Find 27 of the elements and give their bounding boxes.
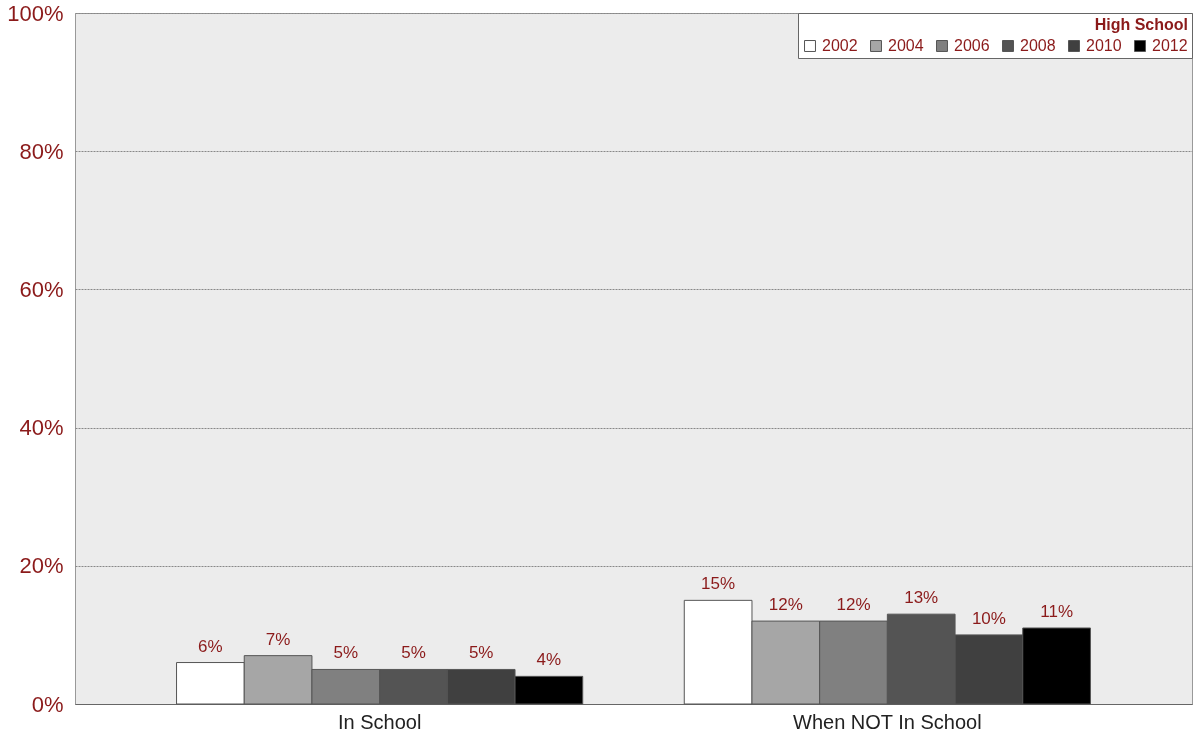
data-label: 5% bbox=[401, 643, 426, 663]
data-label: 7% bbox=[265, 629, 291, 649]
legend-label: 2004 bbox=[888, 37, 924, 54]
legend-label: 2008 bbox=[1020, 37, 1056, 54]
data-label: 10% bbox=[971, 608, 1006, 628]
legend-label: 2002 bbox=[822, 37, 858, 54]
legend-label: 2012 bbox=[1152, 37, 1188, 54]
data-label: 15% bbox=[701, 574, 736, 594]
legend-label: 2006 bbox=[954, 37, 990, 54]
legend-label: 2010 bbox=[1086, 37, 1122, 54]
legend-title: High School bbox=[1094, 16, 1188, 33]
y-tick-label: 40% bbox=[19, 415, 64, 441]
data-label: 12% bbox=[836, 595, 871, 615]
data-label: 12% bbox=[768, 595, 803, 615]
data-label: 11% bbox=[1040, 601, 1073, 621]
y-tick-label: 80% bbox=[19, 138, 64, 164]
x-tick-label: In School bbox=[337, 710, 422, 733]
x-tick-label: When NOT In School bbox=[793, 710, 982, 733]
data-label: 5% bbox=[468, 643, 494, 663]
data-label: 5% bbox=[333, 643, 359, 663]
data-label: 4% bbox=[536, 650, 562, 670]
y-tick-label: 0% bbox=[31, 691, 64, 717]
y-tick-label: 20% bbox=[19, 553, 64, 579]
data-label: 13% bbox=[904, 588, 939, 608]
y-tick-label: 60% bbox=[19, 276, 64, 302]
y-tick-label: 100% bbox=[7, 0, 64, 26]
data-label: 6% bbox=[198, 636, 223, 656]
